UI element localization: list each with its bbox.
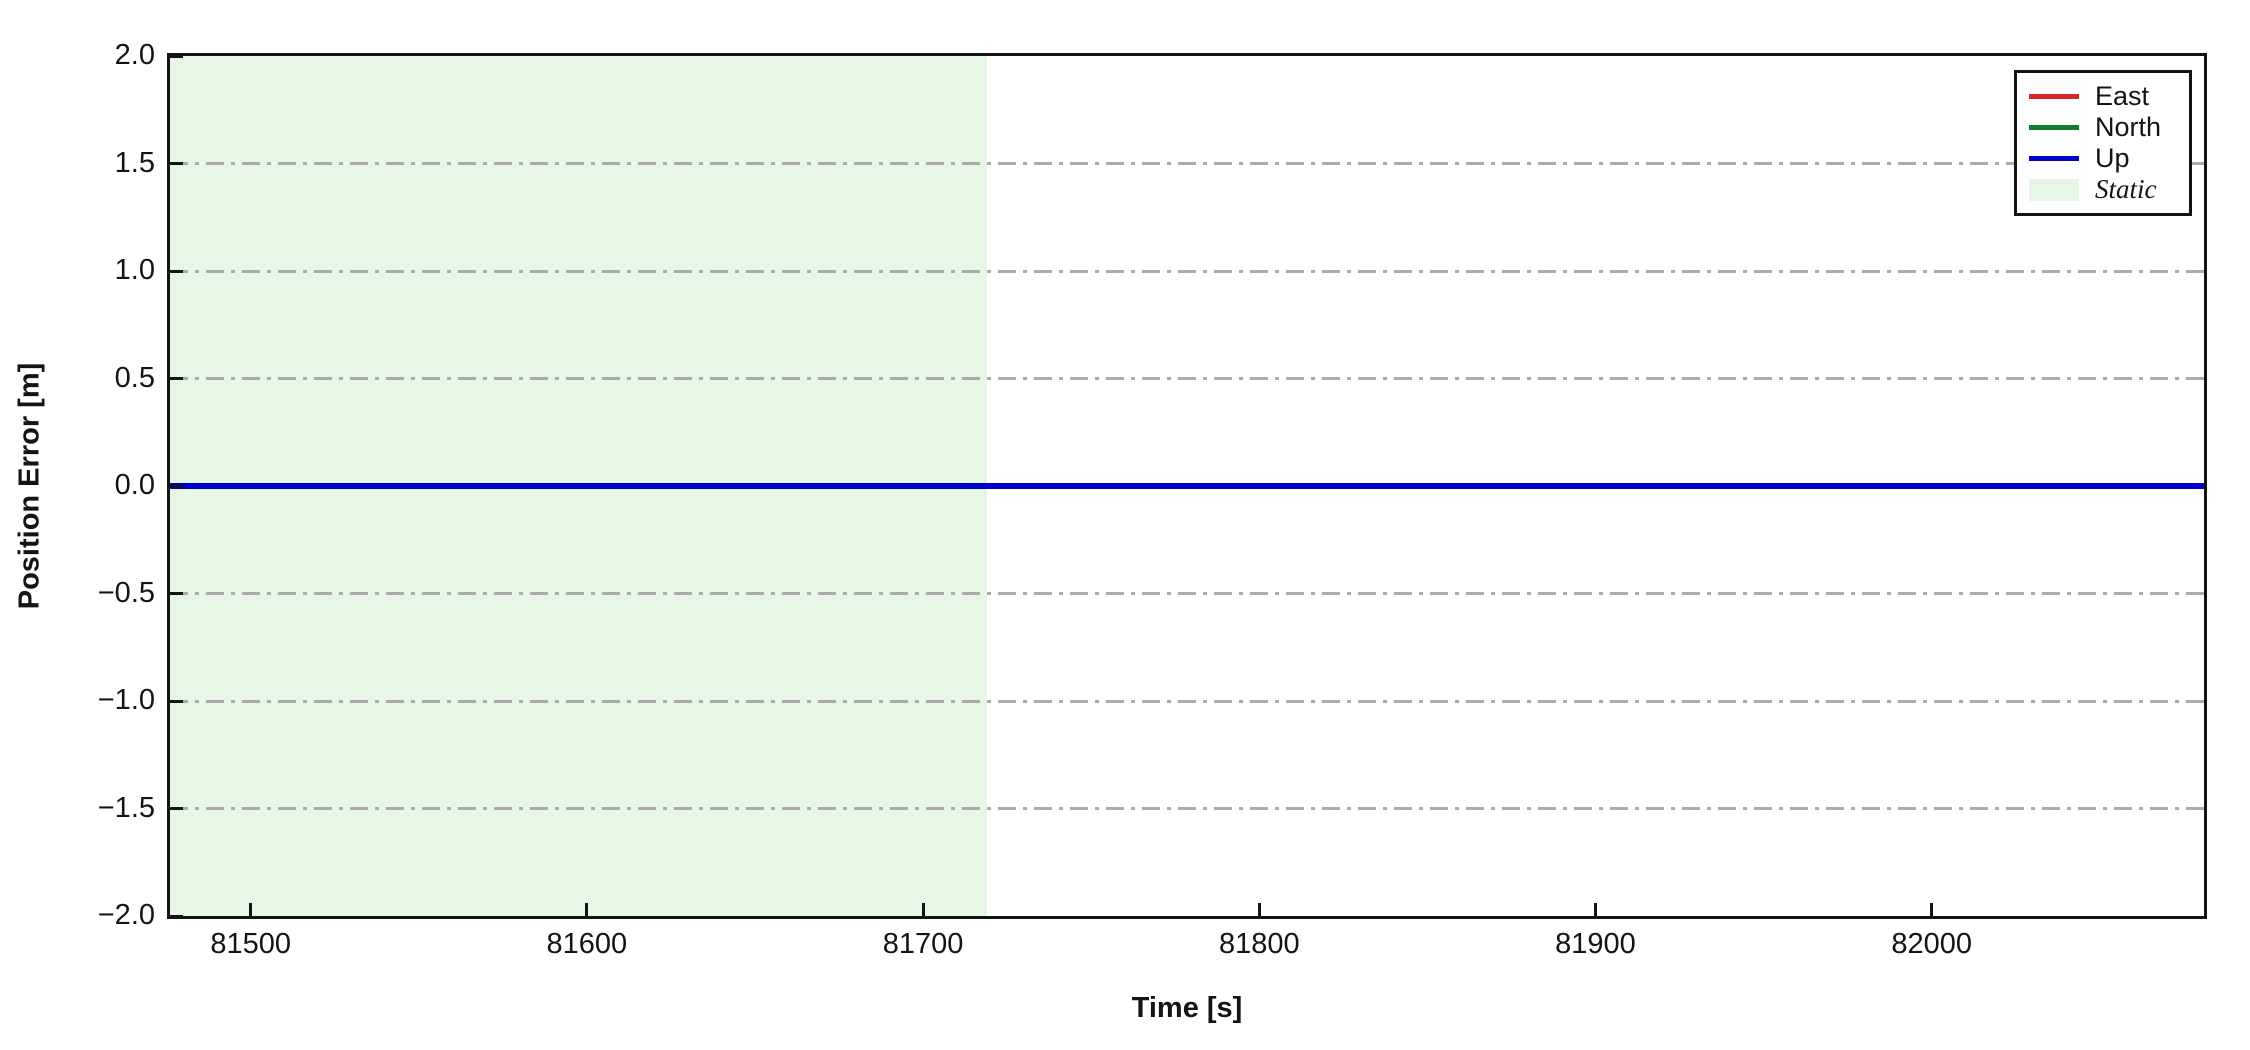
y-tick-mark--1 [170, 699, 183, 703]
series-line-up [170, 483, 2204, 489]
y-tick-mark-0 [170, 484, 183, 488]
legend-entry-up: Up [2029, 143, 2189, 174]
y-tick-label: −2.0 [97, 899, 155, 931]
x-axis-label: Time [s] [1131, 992, 1243, 1024]
gridline-y-0.5 [170, 377, 2204, 380]
y-tick-mark-0.5 [170, 377, 183, 380]
y-tick-mark-1.5 [170, 162, 183, 165]
y-tick-label: 0.5 [114, 361, 155, 394]
x-tick-mark-81700 [921, 903, 925, 916]
x-tick-label: 81600 [546, 928, 628, 960]
x-tick-mark-82000 [1930, 903, 1934, 916]
legend-entry-north: North [2029, 112, 2189, 143]
legend-patch-swatch-static [2029, 178, 2079, 201]
gridline-y--1 [170, 699, 2204, 703]
legend: East North Up Static [2014, 70, 2192, 216]
legend-line-swatch-north [2029, 125, 2079, 130]
gridline-y-1 [170, 269, 2204, 273]
y-tick-label: 2.0 [114, 39, 155, 71]
y-tick-mark--0.5 [170, 592, 183, 595]
y-tick-label: −1.0 [97, 684, 155, 716]
x-tick-mark-81600 [585, 903, 589, 916]
y-tick-label: −0.5 [97, 576, 155, 609]
legend-label-up: Up [2095, 143, 2130, 173]
x-tick-mark-81500 [249, 903, 253, 916]
y-tick-mark-2 [170, 54, 183, 58]
y-tick-label: 1.0 [114, 254, 155, 286]
legend-label-east: East [2095, 81, 2150, 111]
y-tick-label: 0.0 [114, 469, 155, 501]
x-tick-mark-81800 [1257, 903, 1261, 916]
legend-label-north: North [2095, 112, 2162, 142]
legend-line-swatch-east [2029, 94, 2079, 99]
x-tick-label: 81500 [210, 928, 292, 960]
legend-entry-static: Static [2029, 174, 2189, 205]
y-tick-mark--2 [170, 914, 183, 918]
legend-entry-east: East [2029, 81, 2189, 112]
y-tick-label: −1.5 [97, 791, 155, 824]
x-tick-label: 81800 [1218, 928, 1300, 960]
plot-area [167, 53, 2207, 919]
x-tick-label: 81700 [882, 928, 964, 960]
x-tick-label: 81900 [1555, 928, 1636, 960]
y-tick-mark--1.5 [170, 807, 183, 810]
x-tick-label: 82000 [1891, 928, 1972, 960]
gridline-y--0.5 [170, 592, 2204, 595]
legend-label-static: Static [2095, 174, 2157, 204]
gridline-y--1.5 [170, 807, 2204, 810]
legend-line-swatch-up [2029, 156, 2079, 161]
gridline-y-1.5 [170, 162, 2204, 165]
x-tick-mark-81900 [1593, 903, 1597, 916]
y-tick-label: 1.5 [114, 146, 155, 179]
y-tick-mark-1 [170, 269, 183, 273]
